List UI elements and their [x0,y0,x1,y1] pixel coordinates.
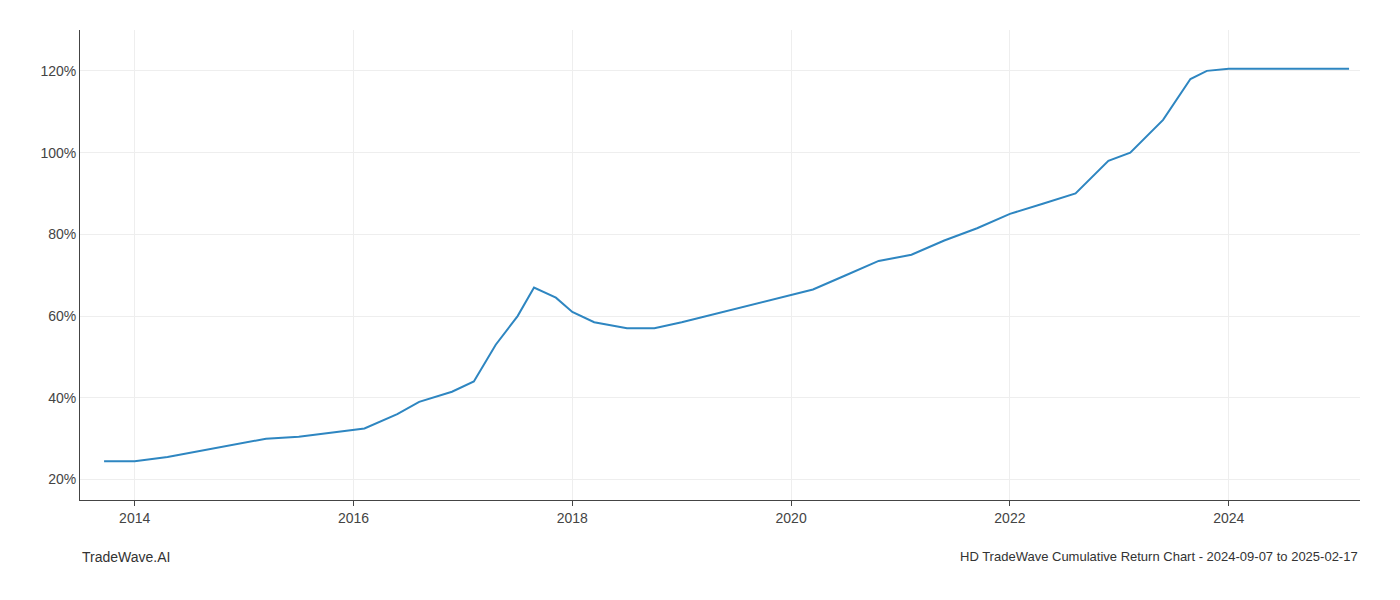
svg-text:2016: 2016 [338,510,369,526]
svg-text:2014: 2014 [119,510,150,526]
svg-text:40%: 40% [48,390,76,406]
svg-text:HD TradeWave Cumulative Return: HD TradeWave Cumulative Return Chart - 2… [960,549,1358,564]
svg-text:2024: 2024 [1213,510,1244,526]
svg-text:120%: 120% [40,63,76,79]
svg-text:2018: 2018 [557,510,588,526]
svg-text:80%: 80% [48,226,76,242]
svg-text:60%: 60% [48,308,76,324]
svg-text:2020: 2020 [776,510,807,526]
svg-text:2022: 2022 [994,510,1025,526]
svg-text:TradeWave.AI: TradeWave.AI [82,549,170,565]
svg-text:100%: 100% [40,145,76,161]
svg-text:20%: 20% [48,471,76,487]
